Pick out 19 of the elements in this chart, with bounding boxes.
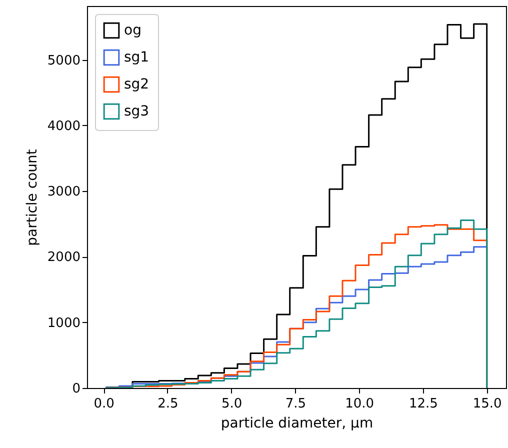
y-tick-label: 5000 [47, 53, 80, 68]
y-tick-label: 2000 [47, 250, 80, 266]
legend-label: og [124, 22, 142, 38]
legend-label: sg3 [124, 104, 150, 120]
y-tick-label: 3000 [47, 184, 80, 200]
x-tick-label: 10.0 [345, 396, 374, 412]
x-tick-label: 15.0 [472, 396, 502, 412]
y-axis-title: particle count [24, 148, 40, 246]
x-tick-label: 5.0 [222, 396, 242, 412]
x-tick-label: 7.5 [285, 396, 306, 412]
legend-label: sg2 [124, 76, 150, 92]
y-tick-label: 1000 [47, 316, 80, 331]
x-tick-label: 12.5 [408, 396, 438, 412]
x-axis-title: particle diameter, μm [220, 416, 374, 432]
y-tick-label: 4000 [47, 118, 80, 134]
y-tick-label: 0 [72, 382, 80, 396]
x-tick-label: 0.0 [94, 396, 114, 412]
legend-label: sg1 [124, 50, 150, 66]
x-tick-label: 2.5 [158, 396, 178, 412]
